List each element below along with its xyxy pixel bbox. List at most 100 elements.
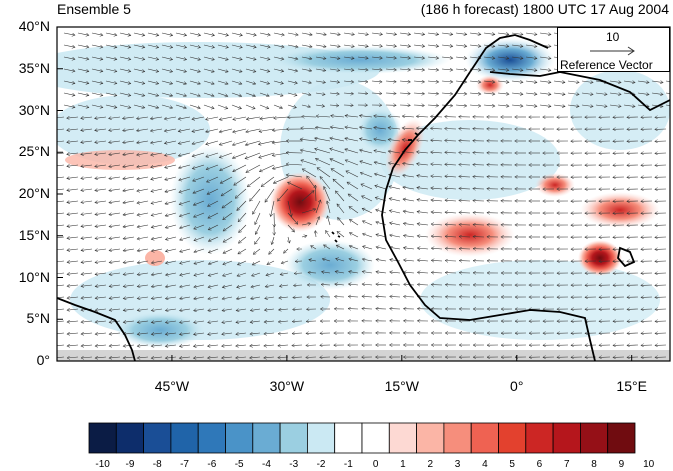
cape-verde [331, 231, 341, 243]
wind-vector [413, 45, 425, 46]
wind-vector [165, 321, 177, 323]
wind-vector-field [57, 32, 670, 358]
wind-vector [109, 285, 121, 286]
wind-vector [223, 236, 233, 242]
wind-vector [609, 105, 621, 107]
wind-vector [483, 93, 495, 94]
wind-vector [123, 165, 135, 167]
wind-vector [231, 32, 242, 35]
wind-vector [217, 44, 228, 48]
wind-vector [287, 224, 295, 232]
wind-vector [151, 164, 163, 167]
wind-vector [137, 141, 149, 143]
wind-vector [259, 80, 270, 84]
wind-vector [81, 249, 93, 250]
wind-vector [123, 285, 135, 287]
wind-vector [497, 45, 509, 46]
colorbar-swatch [416, 422, 445, 454]
wind-vector [236, 357, 247, 358]
wind-vector [119, 80, 131, 84]
wind-vector [259, 128, 275, 132]
wind-vector [151, 188, 163, 192]
wind-vector [63, 32, 75, 35]
wind-vector [445, 164, 457, 165]
wind-vector [390, 235, 401, 237]
wind-vector [300, 139, 317, 141]
wind-vector [57, 308, 65, 311]
wind-vector [272, 152, 289, 156]
wind-vector [178, 116, 191, 119]
wind-vector [151, 297, 163, 299]
wind-vector [388, 163, 401, 166]
wind-vector [431, 224, 443, 225]
wind-vector [203, 32, 215, 35]
wind-vector [293, 309, 303, 310]
wind-vector [123, 177, 135, 179]
wind-vector [238, 248, 247, 255]
wind-vector [264, 345, 275, 346]
wind-vector [374, 162, 387, 166]
wind-vector [193, 176, 205, 181]
canary-islands [408, 132, 419, 141]
wind-vector [267, 260, 275, 265]
latitude-label: 20°N [18, 185, 50, 201]
wind-vector [525, 33, 537, 35]
wind-vector [180, 297, 191, 299]
wind-vector [390, 223, 401, 226]
wind-vector [151, 321, 163, 322]
wind-vector [203, 80, 214, 84]
wind-vector [192, 164, 205, 169]
wind-vector [147, 104, 159, 108]
wind-vector [273, 32, 284, 35]
wind-vector [194, 333, 205, 334]
wind-vector [133, 80, 145, 84]
wind-vector [497, 57, 509, 58]
wind-vector [326, 231, 331, 238]
wind-vector [77, 92, 89, 95]
wind-vector [250, 345, 261, 346]
wind-vector [315, 149, 331, 154]
wind-vector [222, 321, 233, 323]
wind-vector [252, 272, 261, 276]
wind-vector [376, 259, 387, 261]
wind-vector [388, 116, 401, 117]
wind-vector [147, 92, 159, 96]
wind-vector [95, 297, 107, 298]
wind-vector [217, 56, 228, 60]
wind-vector [315, 105, 325, 106]
wind-vector [67, 261, 79, 262]
wind-vector [273, 56, 284, 59]
reference-vector-label: Reference Vector [560, 58, 653, 72]
wind-vector [345, 138, 359, 142]
colorbar-label: 2 [427, 459, 434, 470]
wind-vector [165, 309, 177, 311]
wind-vector [208, 248, 219, 253]
wind-vector [95, 189, 107, 191]
wind-vector [455, 105, 467, 106]
latitude-label: 0° [36, 352, 50, 368]
wind-vector [194, 321, 205, 323]
wind-vector [179, 333, 191, 334]
wind-vector [137, 224, 149, 227]
colorbar-label: -10 [95, 459, 110, 470]
wind-vector [161, 80, 173, 84]
wind-vector [253, 248, 261, 254]
wind-vector [189, 92, 200, 96]
wind-vector [308, 272, 317, 273]
wind-vector [413, 57, 425, 58]
wind-vector [336, 245, 345, 250]
wind-vector [301, 45, 312, 47]
wind-vector [403, 223, 415, 225]
wind-vector [67, 201, 79, 202]
wind-vector [137, 164, 149, 167]
wind-vector [306, 345, 317, 346]
wind-vector [431, 272, 443, 273]
wind-vector [133, 92, 145, 96]
wind-vector [330, 127, 345, 130]
wind-vector [236, 297, 247, 299]
axis-ticks [57, 26, 633, 362]
wind-vector [105, 32, 117, 35]
map-title-ensemble: Ensemble 5 [57, 1, 131, 17]
wind-vector [497, 81, 509, 82]
wind-vector [77, 44, 89, 47]
